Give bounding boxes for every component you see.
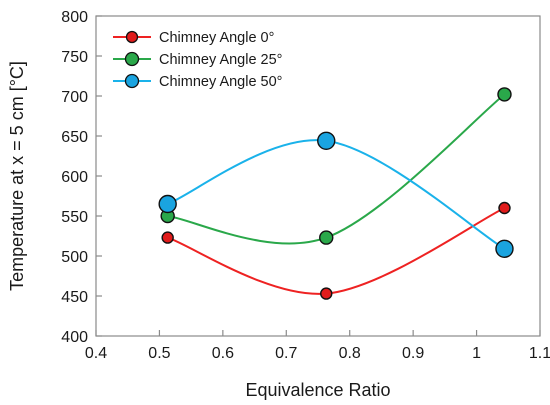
legend-label: Chimney Angle 25°: [159, 52, 282, 68]
legend-label: Chimney Angle 50°: [159, 74, 282, 90]
y-tick-label: 800: [61, 9, 88, 26]
y-tick-label: 700: [61, 89, 88, 106]
x-tick-label: 1.1: [529, 345, 550, 362]
y-tick-label: 550: [61, 209, 88, 226]
x-tick-label: 1: [472, 345, 481, 362]
x-tick-label: 0.4: [85, 345, 107, 362]
legend-marker: [124, 73, 140, 89]
data-point: [319, 230, 334, 245]
series-line: [167, 207, 505, 295]
x-tick-label: 0.6: [212, 345, 234, 362]
y-tick-label: 450: [61, 289, 88, 306]
legend-label: Chimney Angle 0°: [159, 30, 274, 46]
legend: Chimney Angle 0° Chimney Angle 25° Chimney…: [113, 30, 282, 90]
x-axis-ticks: 0.4 0.5 0.6 0.7 0.8 0.9 1 1.1: [85, 330, 550, 362]
y-tick-label: 650: [61, 129, 88, 146]
x-tick-label: 0.8: [339, 345, 361, 362]
legend-item: Chimney Angle 50°: [113, 73, 282, 90]
data-point: [497, 87, 512, 102]
data-point: [158, 194, 177, 214]
y-axis-title: Temperature at x = 5 cm [°C]: [7, 61, 27, 291]
legend-item: Chimney Angle 0°: [113, 30, 274, 46]
legend-marker: [125, 30, 139, 44]
legend-item: Chimney Angle 25°: [113, 51, 282, 68]
series-line: [167, 93, 506, 245]
legend-marker: [124, 51, 140, 67]
series-layer: [158, 87, 514, 300]
y-axis-ticks: 400 450 500 550 600 650 700 750 800: [61, 9, 102, 346]
data-point: [320, 287, 333, 300]
x-axis-title: Equivalence Ratio: [245, 380, 390, 400]
y-tick-label: 400: [61, 329, 88, 346]
series-0: [161, 201, 511, 300]
y-tick-label: 750: [61, 49, 88, 66]
data-point: [495, 239, 514, 259]
y-tick-label: 600: [61, 169, 88, 186]
data-point: [498, 201, 511, 215]
x-tick-label: 0.7: [275, 345, 297, 362]
series-1: [160, 87, 512, 245]
x-tick-label: 0.9: [402, 345, 424, 362]
series-2: [158, 131, 514, 259]
data-point: [161, 231, 174, 244]
x-tick-label: 0.5: [148, 345, 170, 362]
data-point: [317, 131, 336, 151]
y-tick-label: 500: [61, 249, 88, 266]
